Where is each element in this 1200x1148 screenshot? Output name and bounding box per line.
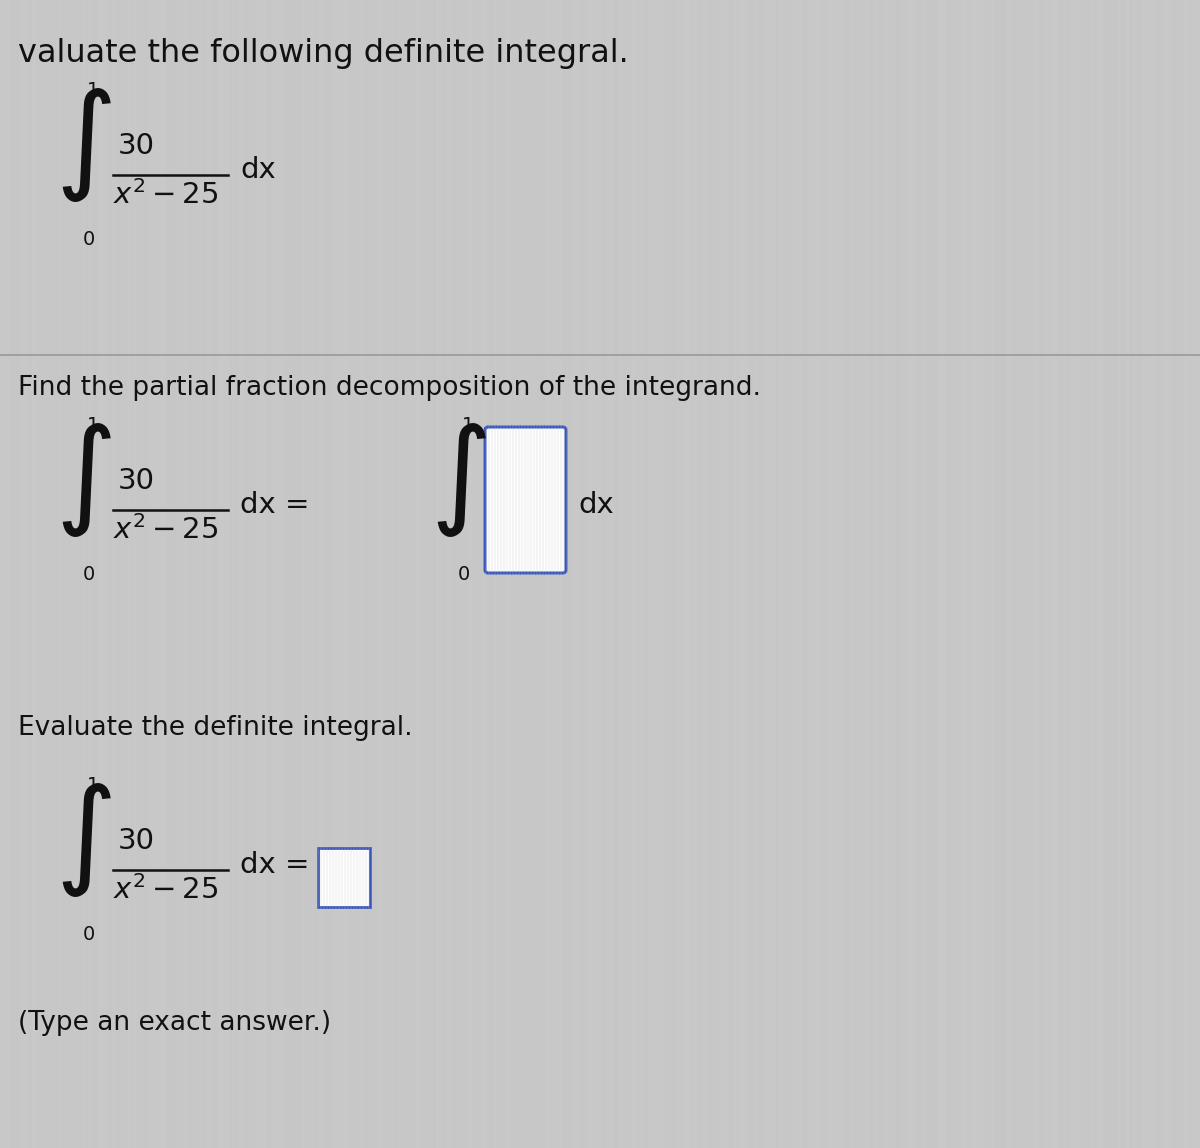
Text: $x^2 - 25$: $x^2 - 25$ (113, 515, 218, 545)
Text: dx: dx (240, 156, 276, 184)
Text: 0: 0 (458, 565, 470, 584)
Text: 0: 0 (83, 925, 95, 944)
Text: 0: 0 (83, 565, 95, 584)
Text: $x^2 - 25$: $x^2 - 25$ (113, 180, 218, 210)
Text: 0: 0 (83, 230, 95, 249)
Text: $\int$: $\int$ (430, 421, 487, 540)
Text: $\int$: $\int$ (55, 421, 112, 540)
Text: 30: 30 (118, 467, 155, 495)
Text: 1: 1 (462, 416, 474, 435)
Text: 1: 1 (88, 776, 100, 796)
Text: Find the partial fraction decomposition of the integrand.: Find the partial fraction decomposition … (18, 375, 761, 401)
Text: (Type an exact answer.): (Type an exact answer.) (18, 1010, 331, 1035)
Text: dx =: dx = (240, 851, 310, 879)
Text: dx: dx (578, 491, 613, 519)
Text: 30: 30 (118, 827, 155, 855)
Text: $x^2 - 25$: $x^2 - 25$ (113, 875, 218, 905)
FancyBboxPatch shape (318, 848, 370, 907)
Text: $\int$: $\int$ (55, 781, 112, 899)
Text: $\int$: $\int$ (55, 86, 112, 204)
Text: Evaluate the definite integral.: Evaluate the definite integral. (18, 715, 413, 740)
FancyBboxPatch shape (485, 427, 566, 573)
Text: dx =: dx = (240, 491, 310, 519)
Text: 1: 1 (88, 416, 100, 435)
Text: 30: 30 (118, 132, 155, 160)
Text: 1: 1 (88, 82, 100, 100)
Text: valuate the following definite integral.: valuate the following definite integral. (18, 38, 629, 69)
